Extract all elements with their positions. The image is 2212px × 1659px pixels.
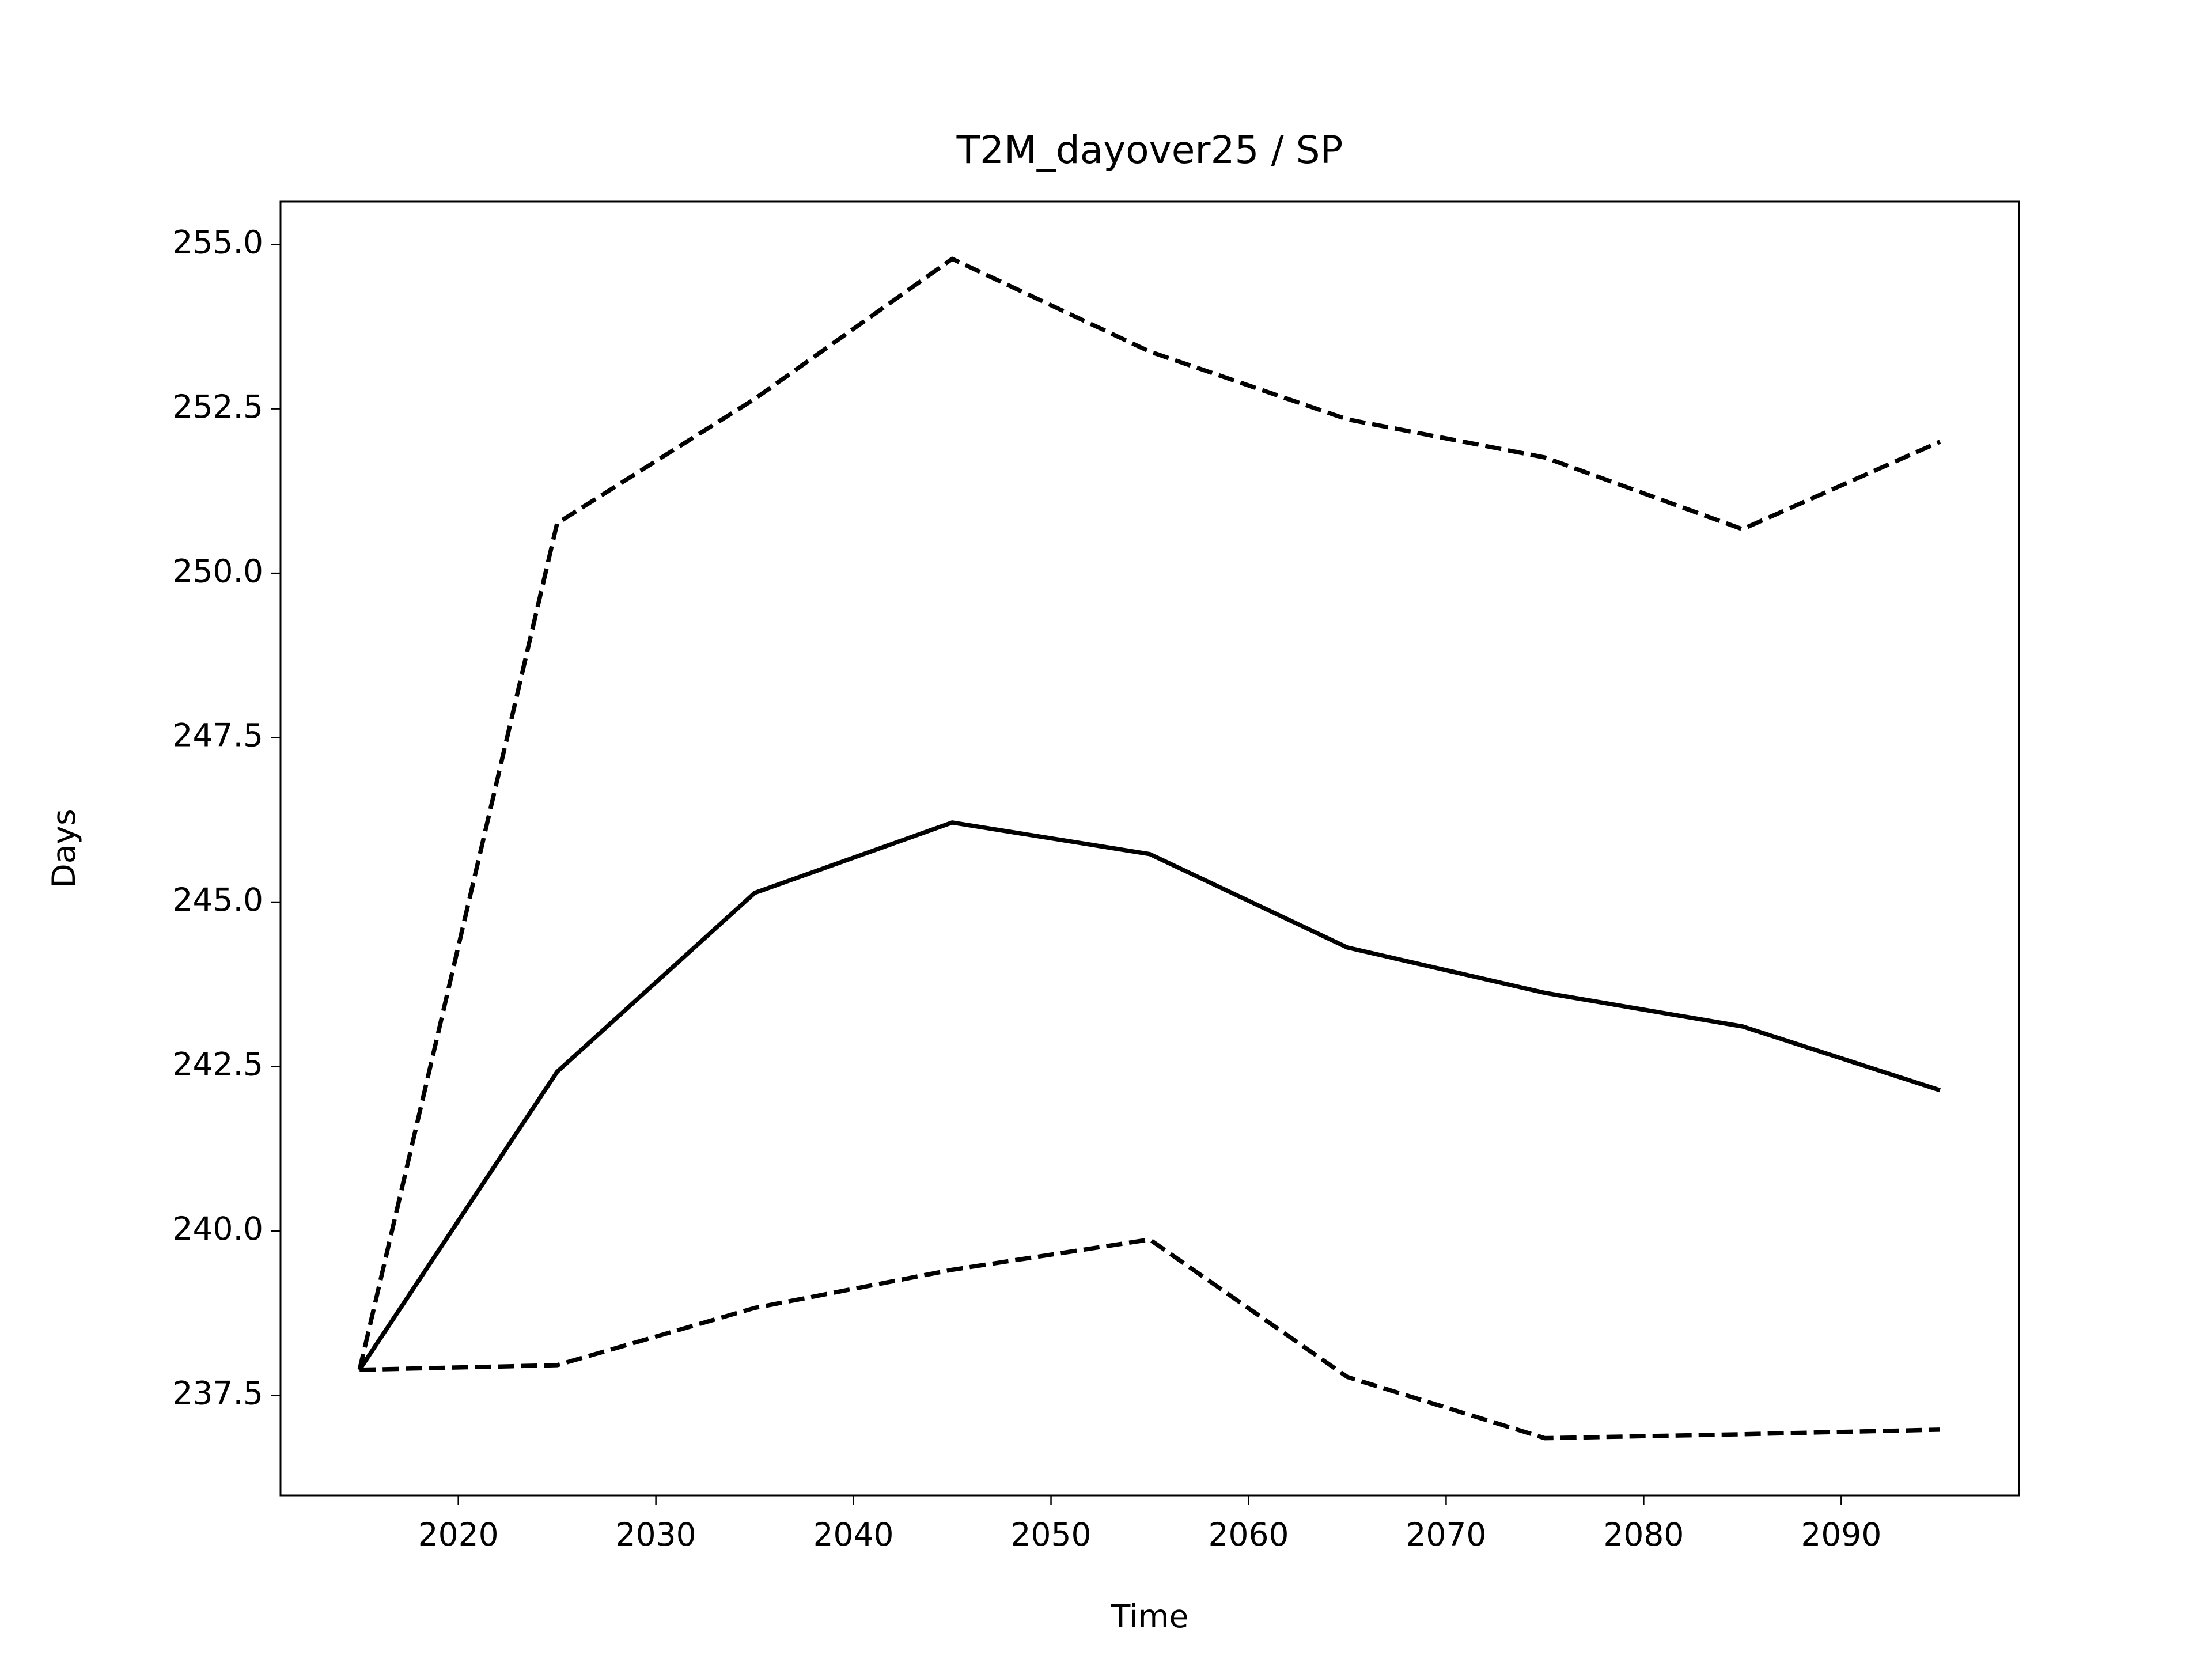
y-axis-label: Days xyxy=(46,809,82,888)
y-tick-label: 250.0 xyxy=(173,552,263,589)
x-tick-label: 2080 xyxy=(1603,1516,1684,1553)
x-tick-label: 2050 xyxy=(1011,1516,1092,1553)
chart-title: T2M_dayover25 / SP xyxy=(956,128,1343,172)
data-line xyxy=(357,256,1941,1370)
y-tick-label: 245.0 xyxy=(173,881,263,918)
y-tick-label: 237.5 xyxy=(173,1375,263,1412)
plot-frame xyxy=(279,200,2020,1497)
x-tick-label: 2030 xyxy=(616,1516,696,1553)
data-line xyxy=(358,820,1941,1371)
y-tick-label: 255.0 xyxy=(173,224,263,260)
y-tick-label: 240.0 xyxy=(173,1210,263,1247)
y-tick-label: 252.5 xyxy=(173,388,263,425)
x-axis-label: Time xyxy=(1111,1598,1189,1635)
x-tick-label: 2040 xyxy=(813,1516,894,1553)
y-tick-label: 247.5 xyxy=(173,717,263,754)
x-tick-label: 2070 xyxy=(1406,1516,1486,1553)
data-line xyxy=(359,1237,1940,1441)
x-tick-label: 2060 xyxy=(1208,1516,1289,1553)
x-tick-label: 2090 xyxy=(1801,1516,1881,1553)
x-tick-label: 2020 xyxy=(418,1516,499,1553)
y-tick-label: 242.5 xyxy=(173,1046,263,1083)
